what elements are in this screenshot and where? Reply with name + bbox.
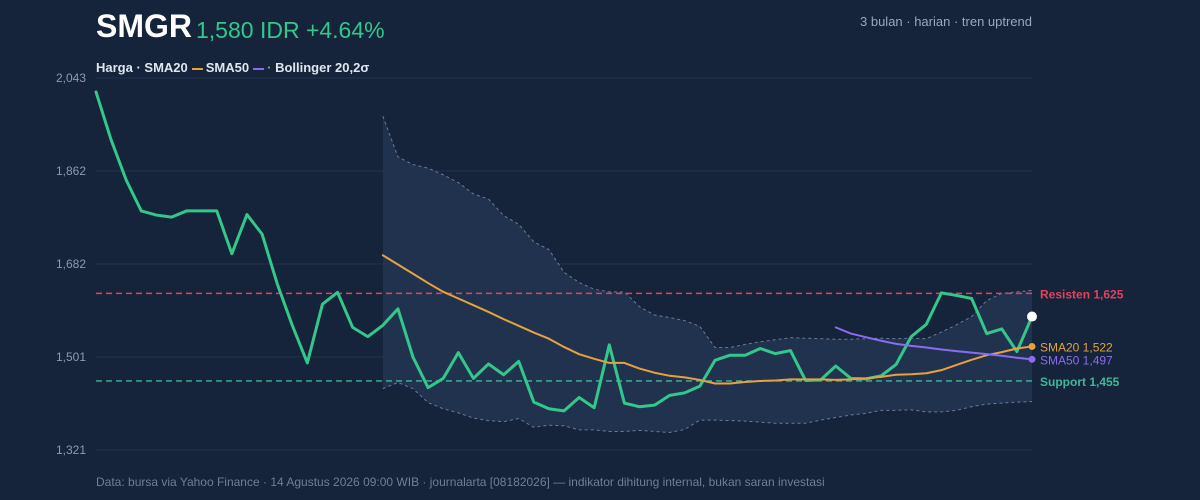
footer-source: Data: bursa via Yahoo Finance · 14 Agust… (96, 475, 825, 489)
chart-meta: 3 bulan · harian · tren uptrend (860, 14, 1032, 29)
y-tick-label: 1,321 (56, 443, 86, 457)
chart-labels: Resisten 1,625 Support 1,455 SMA20 1,522SM… (1040, 287, 1124, 389)
y-tick-label: 1,682 (56, 257, 86, 271)
legend-sma20-label: SMA20 (144, 60, 188, 75)
y-tick-label: 2,043 (56, 71, 86, 85)
bollinger-band (382, 115, 1033, 433)
legend-bollinger-label: Bollinger 20,2σ (275, 60, 370, 75)
legend-prefix: Harga · (96, 60, 145, 75)
y-tick-label: 1,501 (56, 350, 86, 364)
bollinger-lower (382, 381, 1033, 433)
legend-sma20-swatch (191, 67, 203, 70)
price-change: 1,580 IDR +4.64% (196, 17, 385, 43)
sma50-line (834, 326, 1033, 361)
ticker-symbol: SMGR (96, 8, 192, 44)
end-label-sma50: SMA50 1,497 (1040, 353, 1113, 367)
last-price-point (1027, 311, 1037, 322)
levels (96, 292, 1032, 382)
sma20-line (381, 254, 1033, 385)
legend: Harga · SMA20 SMA50 · Bollinger 20,2σ (96, 60, 370, 75)
sma20-end-point (1028, 342, 1036, 350)
end-label-sma20: SMA20 1,522 (1040, 340, 1113, 354)
bollinger-fill (382, 116, 1032, 433)
legend-sma50-label: SMA50 (205, 60, 250, 75)
legend-sma50-swatch (253, 67, 265, 70)
level-label-support: Support 1,455 (1040, 375, 1120, 389)
level-label-resisten: Resisten 1,625 (1040, 287, 1124, 301)
y-tick-label: 1,862 (56, 164, 86, 178)
series-lines (94, 90, 1037, 413)
sma50-end-point (1028, 355, 1036, 363)
bollinger-upper (382, 115, 1033, 348)
